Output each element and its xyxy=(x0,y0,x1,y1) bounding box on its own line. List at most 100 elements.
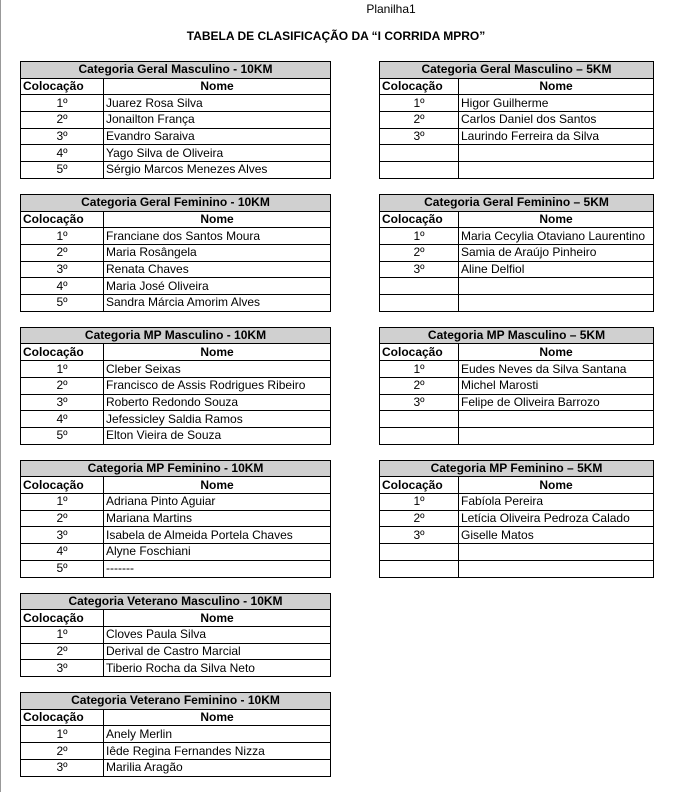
data-row: 3º Laurindo Ferreira da Silva xyxy=(379,127,654,146)
runner-name: Adriana Pinto Aguiar xyxy=(103,493,331,511)
column-header: Nome xyxy=(103,210,331,229)
runner-name: Francisco de Assis Rodrigues Ribeiro xyxy=(103,376,331,395)
ranking-table: Categoria MP Masculino - 10KM Colocação No… xyxy=(20,326,331,445)
position: 4º xyxy=(20,277,104,296)
data-row: 3º Aline Delfiol xyxy=(379,260,654,279)
data-row xyxy=(379,161,654,179)
runner-name: Franciane dos Santos Moura xyxy=(103,227,331,245)
position: 2º xyxy=(379,243,459,262)
position: 3º xyxy=(379,260,459,279)
column-header: Nome xyxy=(103,708,331,727)
position: 2º xyxy=(20,376,104,395)
data-row: 1º Higor Guilherme xyxy=(379,94,654,113)
runner-name: Elton Vieira de Souza xyxy=(103,426,331,445)
empty-cell xyxy=(379,294,459,312)
data-row xyxy=(379,410,654,428)
title-row: Categoria Geral Masculino - 10KM xyxy=(20,61,331,79)
ranking-table: Categoria Geral Feminino – 5KM Colocação N… xyxy=(379,193,654,312)
runner-name: Cloves Paula Silva xyxy=(103,625,331,644)
ranking-table: Categoria Veterano Masculino - 10KM Coloc… xyxy=(20,592,331,678)
table-title: Categoria Geral Masculino - 10KM xyxy=(20,61,331,79)
data-row xyxy=(379,144,654,163)
position: 2º xyxy=(379,509,459,528)
data-row: 2º Carlos Daniel dos Santos xyxy=(379,111,654,129)
runner-name: Letícia Oliveira Pedroza Calado xyxy=(458,509,654,528)
runner-name: Eudes Neves da Silva Santana xyxy=(458,360,654,378)
runner-name: ------- xyxy=(103,559,331,578)
empty-cell xyxy=(379,161,459,179)
header-row: Colocação Nome xyxy=(20,343,331,362)
data-row: 3º Renata Chaves xyxy=(20,260,331,279)
data-row: 3º Isabela de Almeida Portela Chaves xyxy=(20,526,331,545)
header-row: Colocação Nome xyxy=(379,77,654,96)
runner-name: Mariana Martins xyxy=(103,509,331,528)
runner-name: Michel Marosti xyxy=(458,376,654,395)
runner-name: Felipe de Oliveira Barrozo xyxy=(458,393,654,412)
data-row: 1º Adriana Pinto Aguiar xyxy=(20,493,331,511)
data-row: 5º Sérgio Marcos Menezes Alves xyxy=(20,161,331,179)
ranking-table: Categoria MP Feminino - 10KM Colocação Nom… xyxy=(20,459,331,578)
data-row: 1º Cloves Paula Silva xyxy=(20,625,331,644)
position: 5º xyxy=(20,161,104,179)
data-row: 4º Jefessicley Saldia Ramos xyxy=(20,410,331,428)
position: 2º xyxy=(379,376,459,395)
column-header: Nome xyxy=(103,343,331,362)
column-header: Nome xyxy=(103,476,331,495)
header-row: Colocação Nome xyxy=(379,476,654,495)
runner-name: Roberto Redondo Souza xyxy=(103,393,331,412)
table-title: Categoria MP Feminino - 10KM xyxy=(20,459,331,478)
runner-name: Maria Rosângela xyxy=(103,243,331,262)
column-header: Nome xyxy=(458,77,654,96)
runner-name: Jefessicley Saldia Ramos xyxy=(103,410,331,428)
position: 3º xyxy=(20,260,104,279)
runner-name: Aline Delfiol xyxy=(458,260,654,279)
runner-name: Tiberio Rocha da Silva Neto xyxy=(103,659,331,678)
table-title: Categoria MP Masculino - 10KM xyxy=(20,326,331,345)
column-header: Colocação xyxy=(20,210,104,229)
title-row: Categoria Geral Feminino – 5KM xyxy=(379,193,654,212)
table-title: Categoria Geral Feminino - 10KM xyxy=(20,193,331,212)
position: 1º xyxy=(20,227,104,245)
column-header: Nome xyxy=(103,77,331,96)
data-row: 1º Cleber Seixas xyxy=(20,360,331,378)
runner-name: Fabíola Pereira xyxy=(458,493,654,511)
empty-cell xyxy=(379,559,459,578)
position: 2º xyxy=(20,243,104,262)
header-row: Colocação Nome xyxy=(20,210,331,229)
data-row: 2º Francisco de Assis Rodrigues Ribeiro xyxy=(20,376,331,395)
position: 1º xyxy=(20,493,104,511)
runner-name: Laurindo Ferreira da Silva xyxy=(458,127,654,146)
table-title: Categoria MP Feminino – 5KM xyxy=(379,459,654,478)
position: 3º xyxy=(379,127,459,146)
table-title: Categoria Geral Masculino – 5KM xyxy=(379,61,654,79)
runner-name: Derival de Castro Marcial xyxy=(103,642,331,661)
position: 5º xyxy=(20,426,104,445)
data-row: 5º ------- xyxy=(20,559,331,578)
runner-name: Yago Silva de Oliveira xyxy=(103,144,331,163)
column-header: Colocação xyxy=(20,609,104,627)
position: 1º xyxy=(20,625,104,644)
data-row: 2º Maria Rosângela xyxy=(20,243,331,262)
column-header: Nome xyxy=(458,476,654,495)
position: 2º xyxy=(20,742,104,760)
data-row xyxy=(379,559,654,578)
title-row: Categoria Veterano Feminino - 10KM xyxy=(20,692,331,710)
runner-name: Marilia Aragão xyxy=(103,758,331,777)
data-row: 4º Yago Silva de Oliveira xyxy=(20,144,331,163)
position: 5º xyxy=(20,294,104,312)
column-header: Colocação xyxy=(379,210,459,229)
position: 3º xyxy=(20,526,104,545)
table-title: Categoria Veterano Masculino - 10KM xyxy=(20,592,331,611)
empty-cell xyxy=(458,426,654,445)
title-row: Categoria MP Feminino – 5KM xyxy=(379,459,654,478)
title-row: Categoria MP Masculino - 10KM xyxy=(20,326,331,345)
position: 3º xyxy=(379,526,459,545)
header-row: Colocação Nome xyxy=(20,476,331,495)
ranking-table: Categoria Geral Feminino - 10KM Colocação… xyxy=(20,193,331,312)
empty-cell xyxy=(379,543,459,561)
column-header: Colocação xyxy=(379,476,459,495)
runner-name: Isabela de Almeida Portela Chaves xyxy=(103,526,331,545)
empty-cell xyxy=(458,543,654,561)
empty-cell xyxy=(458,277,654,296)
position: 1º xyxy=(379,493,459,511)
